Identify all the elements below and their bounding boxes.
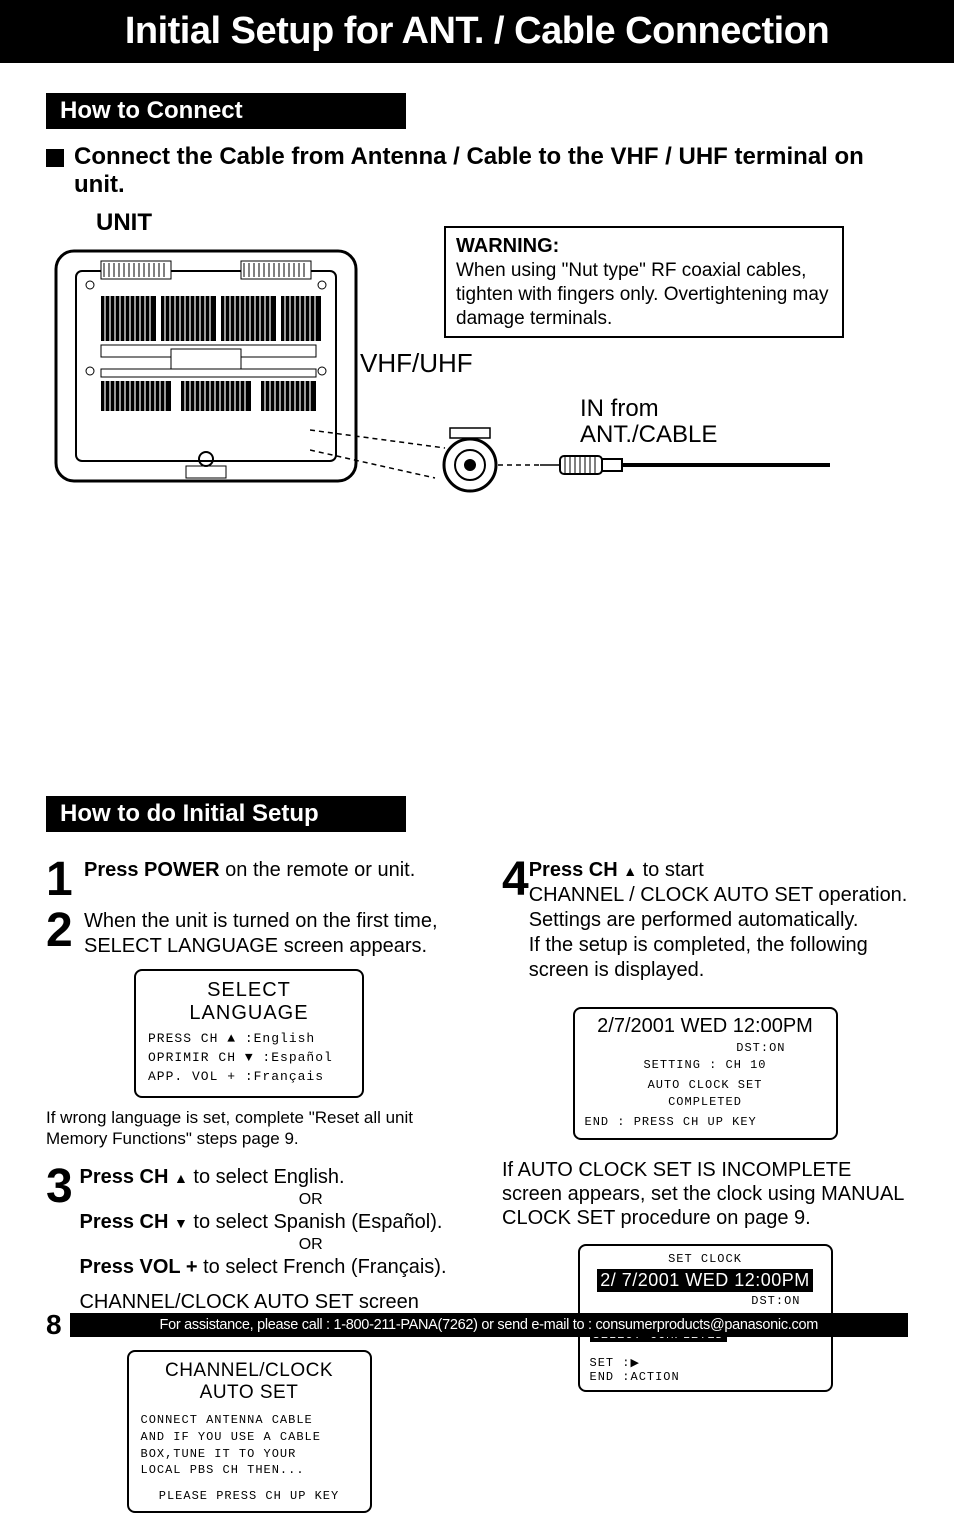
note-wrong-language: If wrong language is set, complete "Rese… bbox=[46, 1108, 452, 1149]
step-2: 2 When the unit is turned on the first t… bbox=[46, 909, 452, 959]
step-4-text: Press CH to start CHANNEL / CLOCK AUTO S… bbox=[529, 858, 908, 983]
step-1-rest: on the remote or unit. bbox=[220, 859, 416, 881]
step-4-l1-rest: to start bbox=[637, 859, 704, 881]
assistance-footer: For assistance, please call : 1-800-211-… bbox=[70, 1313, 908, 1337]
step-1-bold: Press POWER bbox=[84, 859, 220, 881]
step-3-l2-bold: Press CH bbox=[79, 1211, 174, 1233]
step-3-l2-rest: to select Spanish (Español). bbox=[188, 1211, 443, 1233]
left-column: 1 Press POWER on the remote or unit. 2 W… bbox=[46, 850, 452, 1523]
triangle-up-icon bbox=[623, 859, 637, 881]
osd-setclock-dst: DST:ON bbox=[590, 1294, 821, 1308]
osd-lang-row-francais: APP. VOL + :Français bbox=[148, 1069, 350, 1084]
osd-clock-auto: AUTO CLOCK SET bbox=[585, 1078, 826, 1092]
setup-steps-columns: 1 Press POWER on the remote or unit. 2 W… bbox=[46, 850, 908, 1523]
step-number: 4 bbox=[502, 858, 529, 983]
step-3-l1-bold: Press CH bbox=[79, 1166, 174, 1188]
osd-clock-setting: SETTING : CH 10 bbox=[585, 1058, 826, 1072]
step-4: 4 Press CH to start CHANNEL / CLOCK AUTO… bbox=[502, 858, 908, 983]
page-number: 8 bbox=[46, 1309, 62, 1341]
step-2-line1: When the unit is turned on the first tim… bbox=[84, 910, 438, 932]
osd-clock-end: END : PRESS CH UP KEY bbox=[585, 1115, 826, 1129]
osd-setclock-set: SET : bbox=[590, 1356, 631, 1370]
warning-box: WARNING: When using "Nut type" RF coaxia… bbox=[444, 226, 844, 338]
page-title: Initial Setup for ANT. / Cable Connectio… bbox=[125, 10, 829, 52]
section-heading-1: How to Connect bbox=[60, 97, 243, 124]
step-number: 1 bbox=[46, 858, 84, 901]
triangle-down-icon bbox=[174, 1211, 188, 1233]
osd-clock-datetime: 2/7/2001 WED 12:00PM bbox=[585, 1015, 826, 1038]
osd-auto-footer: PLEASE PRESS CH UP KEY bbox=[141, 1489, 358, 1503]
osd-auto-title: CHANNEL/CLOCK AUTO SET bbox=[141, 1360, 358, 1404]
triangle-up-icon bbox=[174, 1166, 188, 1188]
osd-lang-row-espanol: OPRIMIR CH ▼ :Español bbox=[148, 1050, 350, 1065]
step-4-body: CHANNEL / CLOCK AUTO SET operation. Sett… bbox=[529, 884, 908, 981]
osd-setclock-set-row: SET : bbox=[590, 1356, 821, 1370]
or-divider-1: OR bbox=[169, 1190, 452, 1210]
step-2-text: When the unit is turned on the first tim… bbox=[84, 909, 438, 959]
osd-setclock-datetime-inverse: 2/ 7/2001 WED 12:00PM bbox=[597, 1269, 813, 1292]
osd-lang-row-english: PRESS CH ▲ :English bbox=[148, 1031, 350, 1046]
note-auto-clock-incomplete: If AUTO CLOCK SET IS INCOMPLETE screen a… bbox=[502, 1158, 908, 1230]
step-2-line2: SELECT LANGUAGE screen appears. bbox=[84, 935, 427, 957]
osd-auto-body: CONNECT ANTENNA CABLE AND IF YOU USE A C… bbox=[141, 1412, 358, 1479]
step-3-l3-rest: to select French (Français). bbox=[198, 1256, 447, 1278]
step-3-l3-bold: Press VOL + bbox=[79, 1256, 197, 1278]
connector-detail-svg bbox=[310, 370, 830, 550]
section-how-to-initial-setup: How to do Initial Setup bbox=[46, 796, 406, 832]
page-footer: 8 For assistance, please call : 1-800-21… bbox=[46, 1309, 908, 1341]
warning-title: WARNING: bbox=[456, 235, 559, 257]
osd-channel-clock-auto-set: CHANNEL/CLOCK AUTO SET CONNECT ANTENNA C… bbox=[127, 1350, 372, 1513]
warning-body: When using "Nut type" RF coaxial cables,… bbox=[456, 260, 828, 329]
osd-clock-completed: COMPLETED bbox=[585, 1095, 826, 1109]
square-bullet-icon bbox=[46, 149, 64, 167]
or-divider-2: OR bbox=[169, 1235, 452, 1255]
step-1: 1 Press POWER on the remote or unit. bbox=[46, 858, 452, 901]
osd-lang-title: SELECT LANGUAGE bbox=[148, 979, 350, 1025]
osd-clock-dst: DST:ON bbox=[585, 1041, 826, 1055]
page-title-bar: Initial Setup for ANT. / Cable Connectio… bbox=[0, 0, 954, 63]
osd-select-language: SELECT LANGUAGE PRESS CH ▲ :English OPRI… bbox=[134, 969, 364, 1098]
right-column: 4 Press CH to start CHANNEL / CLOCK AUTO… bbox=[502, 850, 908, 1523]
in-from-ant-cable-label: IN from ANT./CABLE bbox=[580, 396, 717, 449]
osd-auto-clock-result: 2/7/2001 WED 12:00PM DST:ON SETTING : CH… bbox=[573, 1007, 838, 1140]
step-3-l1-rest: to select English. bbox=[188, 1166, 345, 1188]
osd-setclock-end: END :ACTION bbox=[590, 1370, 821, 1384]
vhf-uhf-label: VHF/UHF bbox=[360, 348, 473, 379]
osd-setclock-title: SET CLOCK bbox=[590, 1252, 821, 1266]
connect-instruction-row: Connect the Cable from Antenna / Cable t… bbox=[46, 143, 908, 199]
step-4-l1-bold: Press CH bbox=[529, 859, 624, 881]
section-how-to-connect: How to Connect bbox=[46, 93, 406, 129]
step-1-text: Press POWER on the remote or unit. bbox=[84, 858, 415, 901]
triangle-right-icon bbox=[631, 1356, 640, 1370]
step-number: 2 bbox=[46, 909, 84, 959]
connect-instruction: Connect the Cable from Antenna / Cable t… bbox=[74, 143, 908, 199]
section-heading-2: How to do Initial Setup bbox=[60, 800, 319, 827]
